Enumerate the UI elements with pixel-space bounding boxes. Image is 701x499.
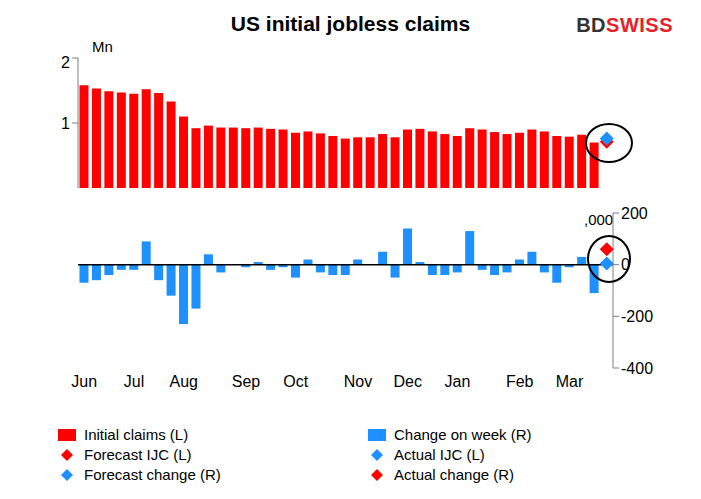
html-text:US initial jobless claims: US initial jobless claims [230,12,471,35]
html-text:Actual IJC (L): Actual IJC (L) [394,446,485,463]
svg-text:Sep: Sep [232,373,261,390]
svg-text:Jul: Jul [124,373,144,390]
svg-text:0: 0 [621,256,630,273]
svg-text:Nov: Nov [344,373,372,390]
html-text:Mn: Mn [92,38,113,55]
html-text:Change on week (R): Change on week (R) [394,426,532,443]
html-text:,000: ,000 [584,211,614,228]
svg-text:2: 2 [61,54,70,71]
svg-text:1: 1 [61,115,70,132]
html-text:Actual change (R): Actual change (R) [394,466,515,483]
html-text:Initial claims (L): Initial claims (L) [84,426,189,443]
svg-text:Oct: Oct [283,373,308,390]
svg-text:Jun: Jun [71,373,97,390]
svg-text:Aug: Aug [170,373,198,390]
svg-text:Jan: Jan [445,373,471,390]
html-text:BD SWISS: BD SWISS [576,14,673,36]
html-text:Forecast IJC (L): Forecast IJC (L) [84,446,192,463]
svg-text:-400: -400 [621,360,653,377]
svg-text:Dec: Dec [393,373,421,390]
svg-text:Mar: Mar [556,373,584,390]
svg-text:-200: -200 [621,308,653,325]
html-text:Forecast change (R): Forecast change (R) [84,466,221,483]
svg-text:Feb: Feb [506,373,534,390]
svg-text:200: 200 [621,205,648,222]
